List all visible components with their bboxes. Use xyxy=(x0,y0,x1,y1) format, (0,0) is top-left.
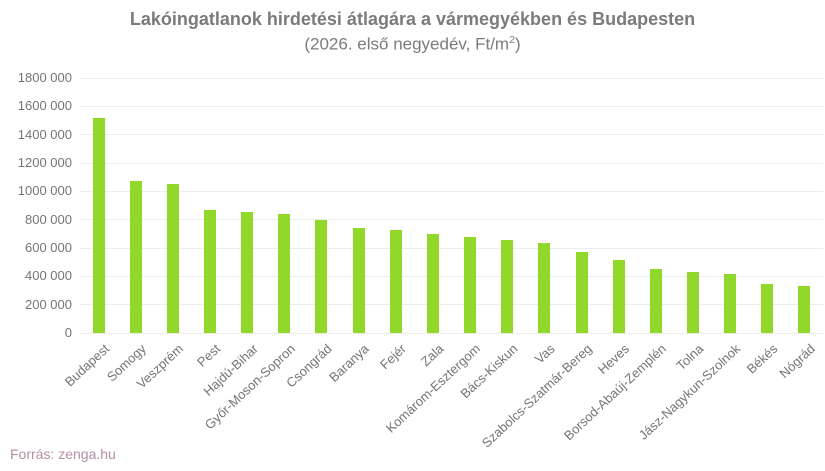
x-axis-tick-label: Vas xyxy=(531,341,558,367)
gridline xyxy=(80,275,823,277)
x-axis: Budapest Somogy Veszprém Pest Hajdú-Bihar Győ… xyxy=(61,339,823,471)
x-axis-tick-label: Tolna xyxy=(673,341,707,374)
x-axis-tick-label: Pest xyxy=(193,341,224,370)
bar xyxy=(761,284,774,333)
plot-area xyxy=(80,77,823,334)
bar xyxy=(426,233,439,333)
bar xyxy=(204,209,217,333)
gridline xyxy=(80,304,823,306)
gridline xyxy=(80,332,823,334)
bar xyxy=(92,117,105,333)
bar xyxy=(724,274,737,333)
y-axis-tick-label: 1000 000 xyxy=(17,183,72,199)
bar xyxy=(278,214,291,333)
y-axis: 0 200 000 400 000 600 000 800 000 1000 000 120… xyxy=(0,70,72,340)
bar xyxy=(612,260,625,333)
bar xyxy=(241,211,254,333)
bar xyxy=(315,219,328,333)
gridline xyxy=(80,105,823,107)
x-axis-tick-label: Budapest xyxy=(61,341,112,390)
y-axis-tick-label: 200 000 xyxy=(25,296,72,312)
bar xyxy=(649,269,662,333)
y-axis-tick-label: 1200 000 xyxy=(17,155,72,170)
bar xyxy=(538,243,551,333)
gridline xyxy=(80,162,823,164)
x-axis-tick-label: Békés xyxy=(743,341,781,377)
y-axis-tick-label: 1400 000 xyxy=(17,126,72,142)
bar xyxy=(129,181,142,333)
y-axis-tick-label: 1800 000 xyxy=(17,70,72,85)
gridline xyxy=(80,190,823,192)
gridline xyxy=(80,247,823,249)
chart-subtitle-prefix: (2026. első negyedév, Ft/m xyxy=(304,34,510,54)
chart-subtitle: (2026. első negyedév, Ft/m2) xyxy=(0,34,825,55)
bar xyxy=(798,286,811,333)
y-axis-tick-label: 600 000 xyxy=(25,240,72,255)
y-axis-tick-label: 0 xyxy=(64,325,72,340)
gridline xyxy=(80,219,823,221)
source-attribution: Forrás: zenga.hu xyxy=(10,446,116,462)
y-axis-tick-label: 400 000 xyxy=(25,268,72,284)
chart-subtitle-superscript: 2 xyxy=(509,34,515,46)
x-axis-tick-label: Nógrád xyxy=(776,341,818,382)
gridline xyxy=(80,77,823,79)
bar xyxy=(501,239,514,333)
bar xyxy=(166,184,179,333)
bar xyxy=(389,229,402,333)
x-axis-tick-label: Fejér xyxy=(377,341,409,373)
bar xyxy=(464,237,477,333)
y-axis-tick-label: 800 000 xyxy=(25,211,72,227)
x-axis-tick-label: Baranya xyxy=(326,341,372,385)
chart-title: Lakóingatlanok hirdetési átlagára a várm… xyxy=(129,9,696,29)
chart-subtitle-suffix: ) xyxy=(514,34,521,54)
bar xyxy=(352,228,365,333)
gridline xyxy=(80,134,823,136)
bar xyxy=(686,272,699,333)
x-axis-tick-label: Zala xyxy=(417,341,447,370)
y-axis-tick-label: 1600 000 xyxy=(17,98,72,114)
bar xyxy=(575,252,588,333)
